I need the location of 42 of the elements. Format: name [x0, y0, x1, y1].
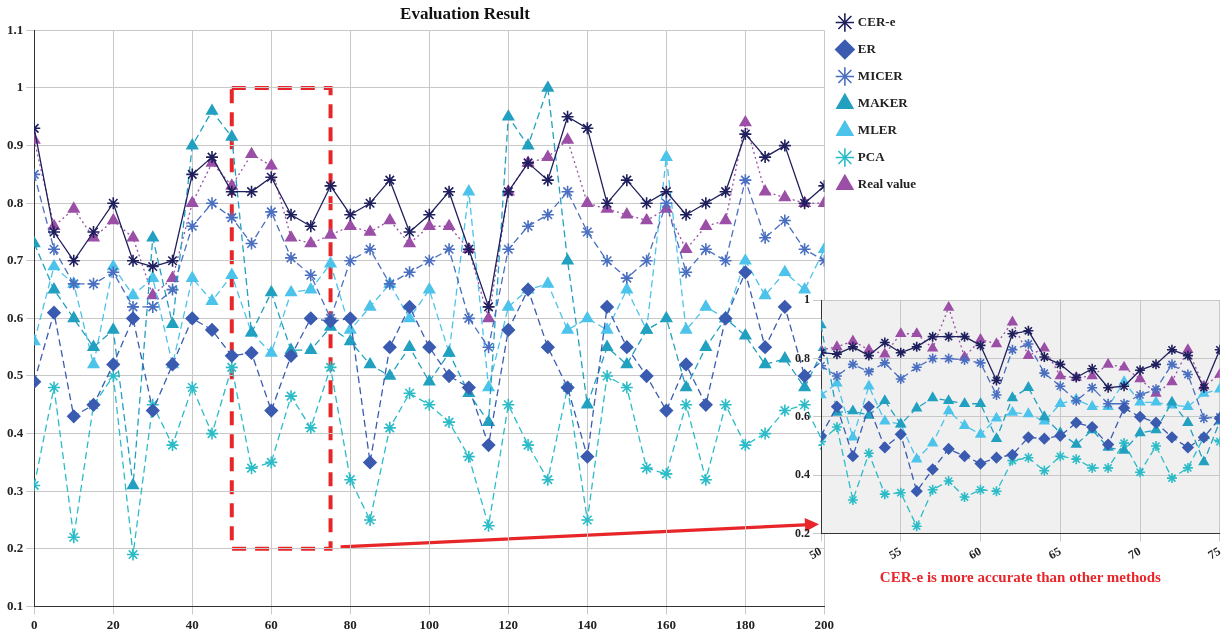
- y-tick-label: 0.5: [7, 367, 24, 383]
- legend-label: Real value: [857, 175, 917, 191]
- x-tick-label: 100: [419, 616, 440, 632]
- x-tick-label: 55: [886, 543, 904, 563]
- y-tick-label: 0.2: [795, 525, 810, 540]
- x-tick-label: 75: [1205, 543, 1223, 563]
- chart-title: Evaluation Result: [400, 3, 531, 23]
- y-tick-label: 0.6: [795, 408, 810, 423]
- legend-label: MLER: [857, 121, 898, 137]
- x-tick-label: 80: [343, 616, 357, 632]
- legend-label: MICER: [857, 67, 904, 83]
- x-tick-label: 160: [656, 616, 677, 632]
- y-tick-label: 0.4: [7, 424, 24, 440]
- x-tick-label: 70: [1125, 543, 1144, 563]
- y-tick-label: 0.8: [795, 350, 810, 365]
- y-tick-label: 0.1: [7, 597, 24, 613]
- x-tick-label: 60: [264, 616, 278, 632]
- x-tick-label: 180: [735, 616, 756, 632]
- x-tick-label: 140: [577, 616, 598, 632]
- y-tick-label: 0.7: [7, 252, 24, 268]
- y-tick-label: 1: [804, 292, 810, 307]
- x-tick-label: 200: [814, 616, 835, 632]
- y-tick-label: 0.3: [7, 482, 24, 498]
- y-tick-label: 0.8: [7, 194, 24, 210]
- text: CER-e is more accurate than other methods: [879, 569, 1162, 586]
- x-tick-label: 120: [498, 616, 519, 632]
- x-tick-label: 65: [1045, 543, 1064, 563]
- y-tick-label: 0.6: [7, 309, 24, 325]
- y-tick-label: 0.9: [7, 136, 24, 152]
- y-tick-label: 1: [16, 79, 24, 95]
- x-tick-label: 0: [31, 616, 38, 632]
- x-tick-label: 20: [106, 616, 120, 632]
- y-tick-label: 1.1: [7, 21, 24, 37]
- x-tick-label: 60: [966, 543, 984, 563]
- legend-label: CER-e: [857, 13, 896, 29]
- x-tick-label: 50: [806, 543, 825, 563]
- x-tick-label: 40: [185, 616, 199, 632]
- y-tick-label: 0.4: [795, 467, 810, 482]
- legend-label: MAKER: [857, 94, 909, 110]
- y-tick-label: 0.2: [7, 540, 24, 556]
- legend-label: PCA: [857, 148, 886, 164]
- legend-label: ER: [857, 40, 877, 56]
